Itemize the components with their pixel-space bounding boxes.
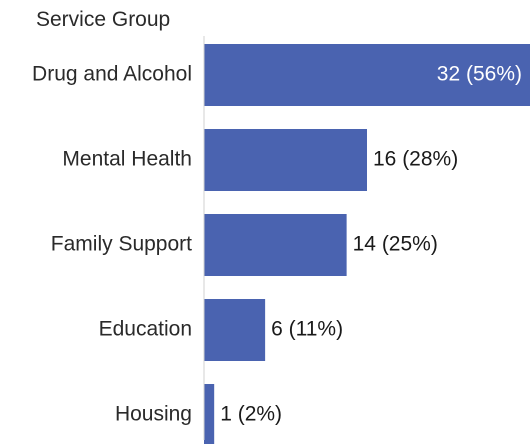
category-label: Mental Health	[62, 148, 192, 171]
bar-education	[204, 299, 266, 361]
category-label: Drug and Alcohol	[32, 63, 192, 86]
data-label: 6 (11%)	[271, 318, 343, 341]
bars	[204, 44, 530, 444]
axis-title: Service Group	[36, 8, 170, 31]
category-label: Family Support	[51, 233, 192, 256]
category-labels: Drug and Alcohol Mental Health Family Supp…	[32, 63, 192, 426]
value-labels: 32 (56%) 16 (28%) 14 (25%) 6 (11%) 1 (2%)	[220, 63, 522, 426]
bar-mental-health	[204, 129, 367, 191]
bar-family-support	[204, 214, 347, 276]
data-label: 32 (56%)	[437, 63, 522, 86]
bar-drug-and-alcohol	[204, 44, 530, 106]
data-label: 1 (2%)	[220, 403, 282, 426]
data-label: 14 (25%)	[353, 233, 438, 256]
category-label: Education	[99, 318, 192, 341]
data-label: 16 (28%)	[373, 148, 458, 171]
category-label: Housing	[115, 403, 192, 426]
bar-housing	[204, 384, 215, 444]
